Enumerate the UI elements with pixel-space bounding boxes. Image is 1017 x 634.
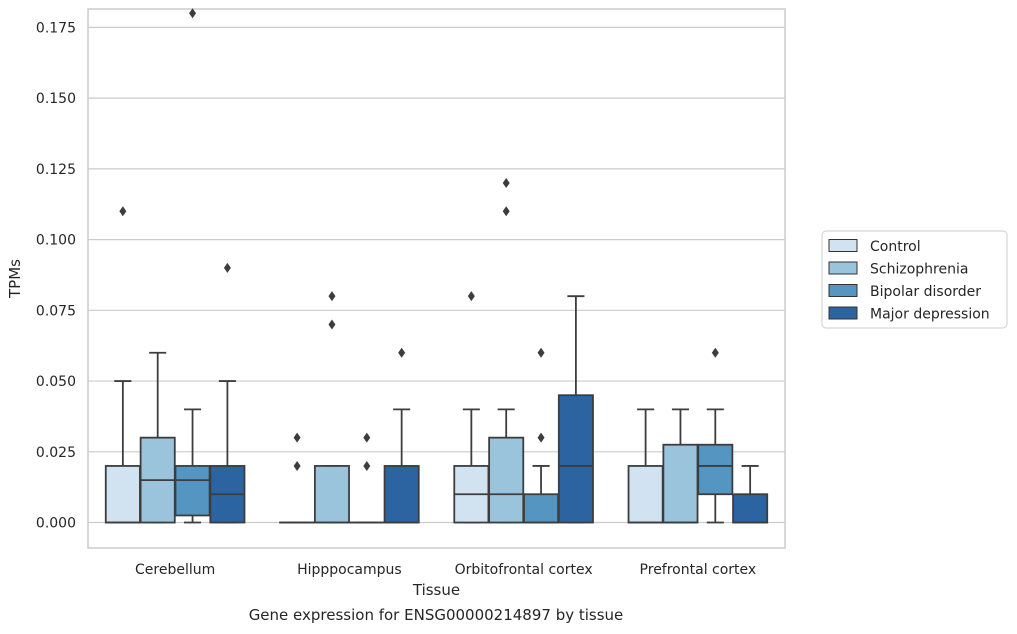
- box-1-0: [279, 432, 316, 524]
- outlier-point: [328, 319, 336, 330]
- box-iqr: [313, 465, 350, 524]
- box-iqr: [523, 493, 560, 524]
- box-2-0: [453, 291, 490, 524]
- legend-label: Bipolar disorder: [870, 284, 981, 300]
- outlier-point: [119, 206, 127, 217]
- y-tick-label: 0.075: [36, 303, 76, 319]
- outlier-point: [223, 262, 231, 273]
- plot-frame: [87, 8, 786, 549]
- outlier-point: [363, 460, 371, 471]
- legend-swatch: [828, 284, 858, 297]
- legend-label: Control: [870, 239, 921, 255]
- box-iqr: [383, 465, 420, 524]
- figure-caption: Gene expression for ENSG00000214897 by t…: [248, 606, 624, 624]
- legend: Control Schizophrenia Bipolar disorder Majo…: [821, 230, 1008, 329]
- boxes: [104, 8, 769, 524]
- y-tick-label: 0.025: [36, 445, 76, 461]
- y-tick-label: 0.150: [36, 91, 76, 107]
- outlier-point: [363, 432, 371, 443]
- outlier-point: [293, 432, 301, 443]
- x-tick-label: Prefrontal cortex: [640, 562, 757, 578]
- outlier-point: [537, 432, 545, 443]
- box-iqr: [732, 493, 769, 524]
- box-iqr: [104, 465, 141, 524]
- x-tick-label: Hipppocampus: [297, 562, 402, 578]
- y-tick-label: 0.050: [36, 374, 76, 390]
- box-0-1: [139, 351, 176, 524]
- outlier-point: [537, 347, 545, 358]
- legend-swatch: [828, 261, 858, 275]
- box-1-1: [313, 291, 350, 524]
- y-tick-label: 0.125: [36, 162, 76, 178]
- y-axis-label: TPMs: [6, 259, 24, 299]
- y-tick-label: 0.100: [36, 233, 76, 249]
- outlier-point: [711, 347, 719, 358]
- x-axis-label: Tissue: [412, 581, 460, 599]
- box-2-1: [488, 178, 525, 524]
- outlier-point: [328, 291, 336, 302]
- x-tick-label: Cerebellum: [135, 562, 215, 578]
- outlier-point: [502, 178, 510, 189]
- box-2-3: [557, 295, 594, 524]
- y-tick-labels: 0.000 0.025 0.050 0.075 0.100 0.125 0.150 0.175: [36, 20, 76, 531]
- box-0-3: [209, 262, 246, 524]
- box-iqr: [627, 465, 664, 524]
- y-tick-label: 0.175: [36, 20, 76, 36]
- box-0-2: [174, 8, 211, 524]
- outlier-point: [467, 291, 475, 302]
- legend-label: Major depression: [870, 307, 990, 323]
- outlier-point: [398, 347, 406, 358]
- outlier-point: [189, 8, 197, 19]
- box-iqr: [697, 443, 734, 496]
- gridlines: [88, 26, 785, 524]
- outlier-point: [502, 206, 510, 217]
- outlier-point: [293, 460, 301, 471]
- legend-swatch: [828, 239, 858, 252]
- y-tick-label: 0.000: [36, 516, 76, 532]
- box-iqr: [557, 394, 594, 524]
- box-3-0: [627, 408, 664, 524]
- legend-swatch: [828, 306, 858, 320]
- box-3-3: [732, 465, 769, 524]
- legend-frame: [821, 230, 1008, 329]
- box-iqr: [662, 443, 699, 524]
- box-3-2: [697, 347, 734, 524]
- box-1-2: [348, 432, 385, 524]
- legend-label: Schizophrenia: [870, 262, 968, 278]
- box-iqr: [174, 465, 211, 517]
- x-tick-labels: Cerebellum Hipppocampus Orbitofrontal cort…: [135, 562, 756, 578]
- x-tick-label: Orbitofrontal cortex: [455, 562, 593, 578]
- box-1-3: [383, 347, 420, 524]
- box-iqr: [488, 436, 525, 524]
- box-3-1: [662, 408, 699, 524]
- box-0-0: [104, 206, 141, 524]
- box-2-2: [523, 347, 560, 524]
